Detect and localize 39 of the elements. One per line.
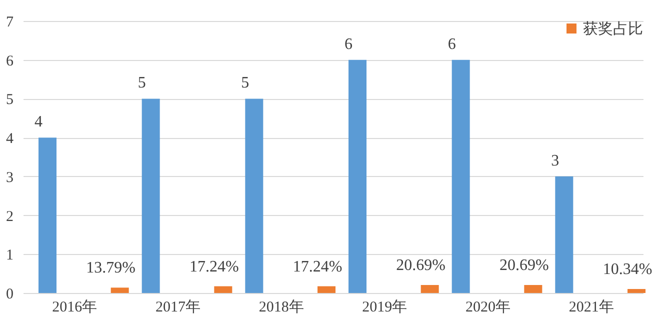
bar [214,286,232,293]
y-tick-label: 1 [6,248,14,264]
data-label: 5 [138,74,146,92]
data-label: 17.24% [190,258,239,276]
bar [38,138,56,293]
data-label: 4 [34,114,42,131]
data-label: 5 [241,74,250,92]
data-label: 17.24% [292,258,342,276]
legend-label: 获奖占比 [583,20,643,38]
x-tick-label: 2019年 [362,298,408,316]
y-tick-label: 5 [6,92,14,108]
y-tick-label: 3 [6,170,14,186]
x-tick-label: 2021年 [568,298,614,316]
bar [628,288,646,293]
y-tick-label: 6 [6,53,14,70]
x-tick-label: 2016年 [52,298,98,316]
bar [245,98,264,293]
data-label: 10.34% [602,260,652,278]
bar [524,284,542,293]
x-tick-label: 2017年 [156,298,200,316]
bar [555,176,574,293]
data-label: 20.69% [396,256,446,274]
x-tick-label: 2018年 [258,298,304,316]
y-tick-label: 0 [6,286,14,302]
data-label: 3 [551,152,560,170]
bar [110,288,129,293]
y-tick-label: 2 [6,208,14,225]
data-label: 6 [448,36,456,53]
bar [348,60,366,293]
y-tick-label: 4 [6,131,14,148]
bar [142,98,160,293]
data-label: 13.79% [86,260,136,277]
bar [452,60,470,293]
y-tick-label: 7 [6,14,14,30]
data-label: 6 [344,36,352,53]
bar [318,286,336,293]
bar [420,284,439,293]
x-tick-label: 2020年 [466,298,510,316]
data-label: 20.69% [500,256,549,274]
